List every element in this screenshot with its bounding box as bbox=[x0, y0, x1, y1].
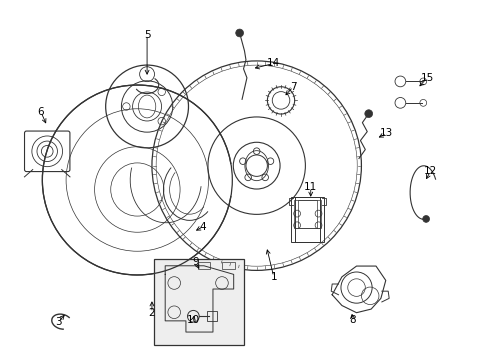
Text: 15: 15 bbox=[420, 73, 433, 83]
Circle shape bbox=[422, 216, 428, 222]
Bar bbox=[222, 262, 234, 269]
Text: 3: 3 bbox=[55, 317, 61, 327]
Bar bbox=[197, 262, 210, 269]
Text: 13: 13 bbox=[379, 129, 392, 138]
Text: 2: 2 bbox=[148, 308, 155, 318]
Text: 6: 6 bbox=[38, 107, 44, 117]
Bar bbox=[298, 200, 321, 228]
Text: 4: 4 bbox=[200, 222, 206, 231]
Text: 7: 7 bbox=[289, 82, 296, 92]
Bar bbox=[291, 197, 320, 242]
Bar bbox=[294, 200, 317, 228]
Circle shape bbox=[364, 110, 372, 118]
Circle shape bbox=[235, 29, 243, 37]
Text: 10: 10 bbox=[186, 315, 200, 325]
Text: 5: 5 bbox=[143, 30, 150, 40]
Text: 1: 1 bbox=[270, 272, 277, 282]
Bar bbox=[295, 197, 324, 242]
Text: 14: 14 bbox=[266, 58, 280, 68]
Text: 11: 11 bbox=[304, 182, 317, 192]
Text: 9: 9 bbox=[192, 257, 199, 267]
Text: 8: 8 bbox=[348, 315, 355, 325]
Bar bbox=[154, 259, 244, 345]
Bar bbox=[206, 311, 216, 321]
Text: 12: 12 bbox=[423, 166, 436, 176]
